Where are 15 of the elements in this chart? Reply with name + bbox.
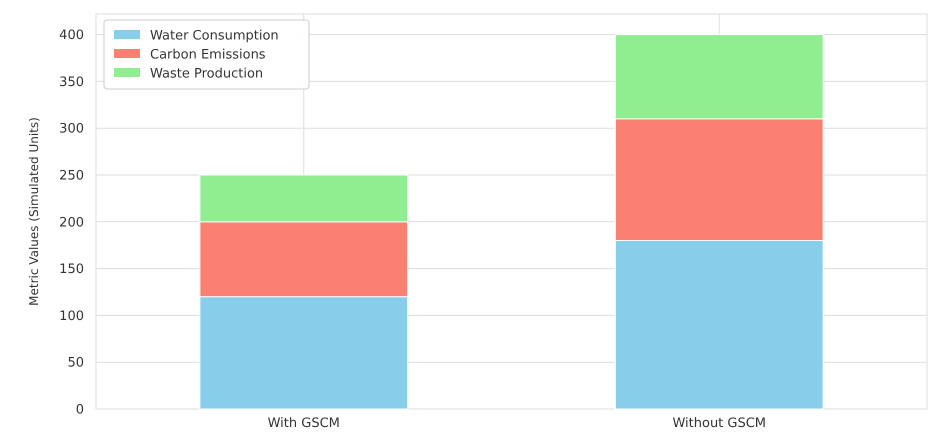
y-tick-label: 100 (59, 308, 84, 324)
y-axis-title: Metric Values (Simulated Units) (27, 117, 41, 306)
x-tick-label: Without GSCM (672, 416, 766, 431)
y-tick-label: 250 (59, 168, 84, 184)
legend-label: Waste Production (150, 66, 264, 82)
y-tick-label: 200 (59, 215, 84, 230)
y-tick-label: 300 (59, 122, 84, 137)
y-tick-label: 50 (67, 356, 84, 371)
y-tick-label: 400 (59, 28, 84, 44)
legend-label: Carbon Emissions (150, 48, 266, 63)
y-tick-label: 150 (59, 262, 84, 278)
x-tick-label: With GSCM (268, 416, 340, 431)
y-tick-label: 350 (59, 74, 84, 90)
y-tick-label: 0 (76, 402, 84, 418)
legend-label: Water Consumption (150, 28, 279, 44)
